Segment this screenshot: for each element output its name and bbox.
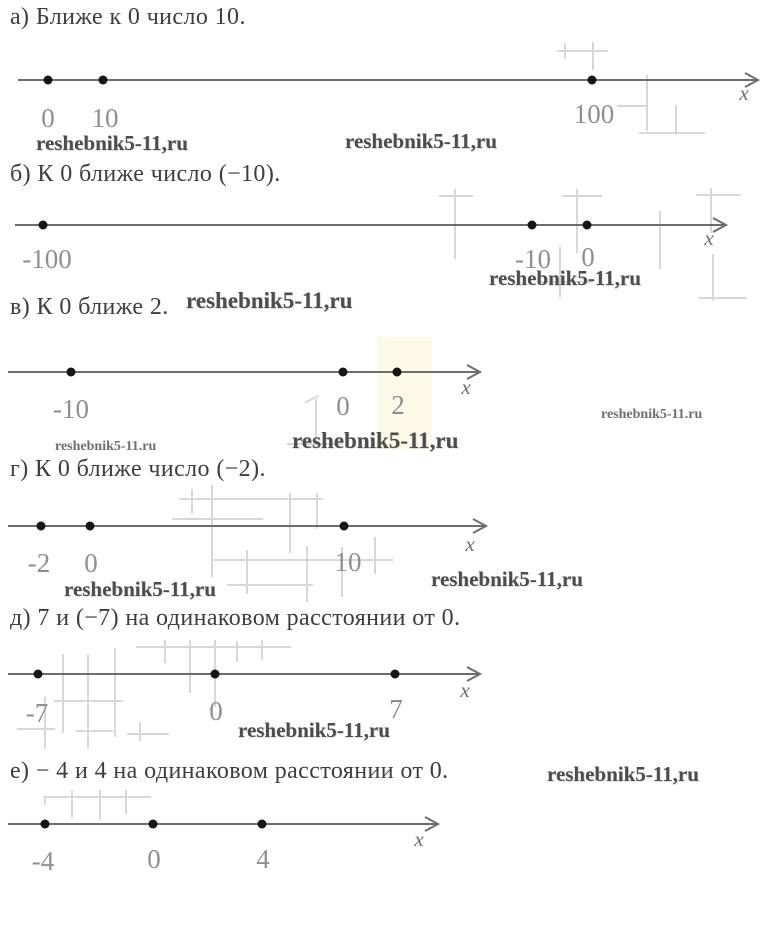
axis-label: х	[464, 532, 475, 556]
point-label: -7	[26, 698, 49, 728]
point-dot	[66, 367, 76, 377]
point-dot	[582, 220, 592, 230]
watermark: reshebnik5-11,ru	[547, 762, 699, 786]
point-label: 0	[84, 548, 98, 578]
point-label: 10	[335, 547, 362, 577]
number-line-g: -2 0 10 х	[8, 518, 489, 578]
point-dot	[98, 75, 108, 85]
point-dot	[527, 220, 537, 230]
heading-b: б) К 0 ближе число (−10).	[10, 161, 281, 187]
point-label: 0	[581, 242, 595, 272]
number-line-b: -100 -10 0 х	[15, 217, 729, 274]
heading-v: в) К 0 ближе 2.	[10, 294, 169, 320]
point-label: 7	[389, 694, 403, 724]
number-line-a: 0 10 100 х	[18, 72, 761, 133]
point-label: -100	[22, 244, 72, 274]
point-dot	[33, 669, 43, 679]
axis-arrow-icon	[744, 72, 761, 88]
watermark: reshebnik5-11,ru	[238, 718, 390, 742]
point-dot	[38, 220, 48, 230]
point-label: 0	[336, 391, 350, 421]
watermark: reshebnik5-11,ru	[186, 288, 353, 313]
point-label: 0	[209, 696, 223, 726]
heading-a: а) Ближе к 0 число 10.	[10, 4, 246, 30]
point-dot	[339, 521, 349, 531]
point-dot	[43, 75, 53, 85]
point-label: 10	[92, 103, 119, 133]
watermark: reshebnik5-11,ru	[36, 131, 188, 155]
point-dot	[587, 75, 597, 85]
point-dot	[257, 819, 267, 829]
point-label: 4	[256, 844, 270, 874]
axis-label: х	[460, 375, 471, 399]
point-label: 100	[574, 99, 615, 129]
point-dot	[36, 521, 46, 531]
point-label: 0	[41, 103, 55, 133]
point-dot	[148, 819, 158, 829]
axis-arrow-icon	[424, 816, 441, 832]
number-line-e: -4 0 4 х	[8, 816, 441, 876]
number-line-v: -10 0 2 х	[8, 364, 483, 424]
axis-arrow-icon	[472, 518, 489, 534]
watermark: reshebnik5-11,ru	[431, 567, 583, 591]
axis-label: х	[703, 226, 714, 250]
heading-e: е) − 4 и 4 на одинаковом расстоянии от 0…	[10, 758, 449, 784]
point-label: -4	[32, 846, 55, 876]
watermark: reshebnik5-11,ru	[489, 266, 641, 290]
axis-arrow-icon	[712, 217, 729, 233]
highlight-band	[377, 337, 432, 449]
point-label: -10	[53, 394, 89, 424]
point-dot	[210, 669, 220, 679]
point-dot	[392, 367, 402, 377]
watermark: reshebnik5-11,ru	[64, 577, 216, 601]
axis-arrow-icon	[466, 666, 483, 682]
axis-label: х	[738, 81, 749, 105]
point-label: 2	[391, 390, 405, 420]
axis-label: х	[459, 678, 470, 702]
point-label: -10	[515, 244, 551, 274]
point-label: -2	[28, 548, 51, 578]
number-line-d: -7 0 7 х	[8, 666, 483, 728]
heading-d: д) 7 и (−7) на одинаковом расстоянии от …	[10, 605, 461, 631]
point-dot	[338, 367, 348, 377]
point-dot	[390, 669, 400, 679]
point-dot	[85, 521, 95, 531]
watermark: reshebnik5-11,ru	[345, 129, 497, 153]
watermark: reshebnik5-11.ru	[55, 439, 157, 454]
heading-g: г) К 0 ближе число (−2).	[10, 456, 266, 482]
point-dot	[40, 819, 50, 829]
watermark: reshebnik5-11.ru	[601, 407, 703, 422]
watermark: reshebnik5-11,ru	[292, 428, 459, 453]
axis-label: х	[413, 827, 424, 851]
axis-arrow-icon	[466, 364, 483, 380]
point-label: 0	[147, 844, 161, 874]
